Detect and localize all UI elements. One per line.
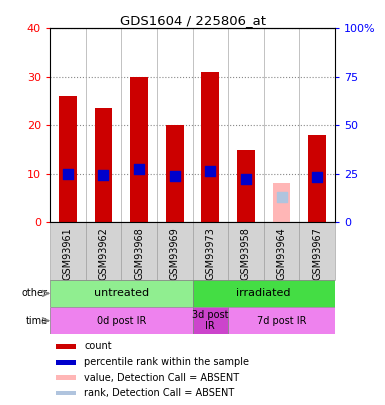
Text: other: other — [22, 288, 48, 298]
Bar — [273, 183, 290, 222]
Bar — [308, 135, 326, 222]
Text: 3d post
IR: 3d post IR — [192, 310, 229, 331]
Title: GDS1604 / 225806_at: GDS1604 / 225806_at — [119, 14, 266, 27]
Bar — [85, 222, 121, 280]
Bar — [121, 222, 157, 280]
Text: rank, Detection Call = ABSENT: rank, Detection Call = ABSENT — [84, 388, 234, 398]
Bar — [130, 77, 148, 222]
Bar — [192, 222, 228, 280]
Text: GSM93962: GSM93962 — [99, 227, 109, 280]
Bar — [50, 307, 192, 334]
Bar — [192, 280, 335, 307]
Point — [136, 166, 142, 172]
Bar — [228, 222, 264, 280]
Bar — [228, 307, 335, 334]
Bar — [237, 149, 255, 222]
Bar — [56, 390, 76, 395]
Bar — [166, 125, 184, 222]
Point — [65, 171, 71, 177]
Text: GSM93973: GSM93973 — [205, 227, 215, 280]
Text: GSM93968: GSM93968 — [134, 227, 144, 279]
Bar — [56, 344, 76, 349]
Bar — [56, 375, 76, 380]
Bar — [59, 96, 77, 222]
Bar — [300, 222, 335, 280]
Bar — [192, 307, 228, 334]
Text: 0d post IR: 0d post IR — [97, 315, 146, 326]
Bar — [157, 222, 192, 280]
Text: GSM93958: GSM93958 — [241, 227, 251, 280]
Bar — [50, 280, 192, 307]
Text: GSM93961: GSM93961 — [63, 227, 73, 279]
Text: untreated: untreated — [94, 288, 149, 298]
Point — [278, 194, 285, 200]
Bar — [201, 72, 219, 222]
Bar — [50, 222, 85, 280]
Point — [100, 171, 107, 178]
Point — [207, 168, 213, 174]
Point — [172, 173, 178, 179]
Text: percentile rank within the sample: percentile rank within the sample — [84, 357, 249, 367]
Text: time: time — [26, 315, 48, 326]
Text: GSM93969: GSM93969 — [170, 227, 180, 279]
Text: GSM93964: GSM93964 — [276, 227, 286, 279]
Text: value, Detection Call = ABSENT: value, Detection Call = ABSENT — [84, 373, 239, 383]
Bar — [264, 222, 300, 280]
Text: count: count — [84, 341, 112, 351]
Text: GSM93967: GSM93967 — [312, 227, 322, 280]
Text: 7d post IR: 7d post IR — [257, 315, 306, 326]
Point — [314, 173, 320, 180]
Bar — [56, 360, 76, 364]
Text: irradiated: irradiated — [236, 288, 291, 298]
Bar — [95, 108, 112, 222]
Point — [243, 175, 249, 182]
